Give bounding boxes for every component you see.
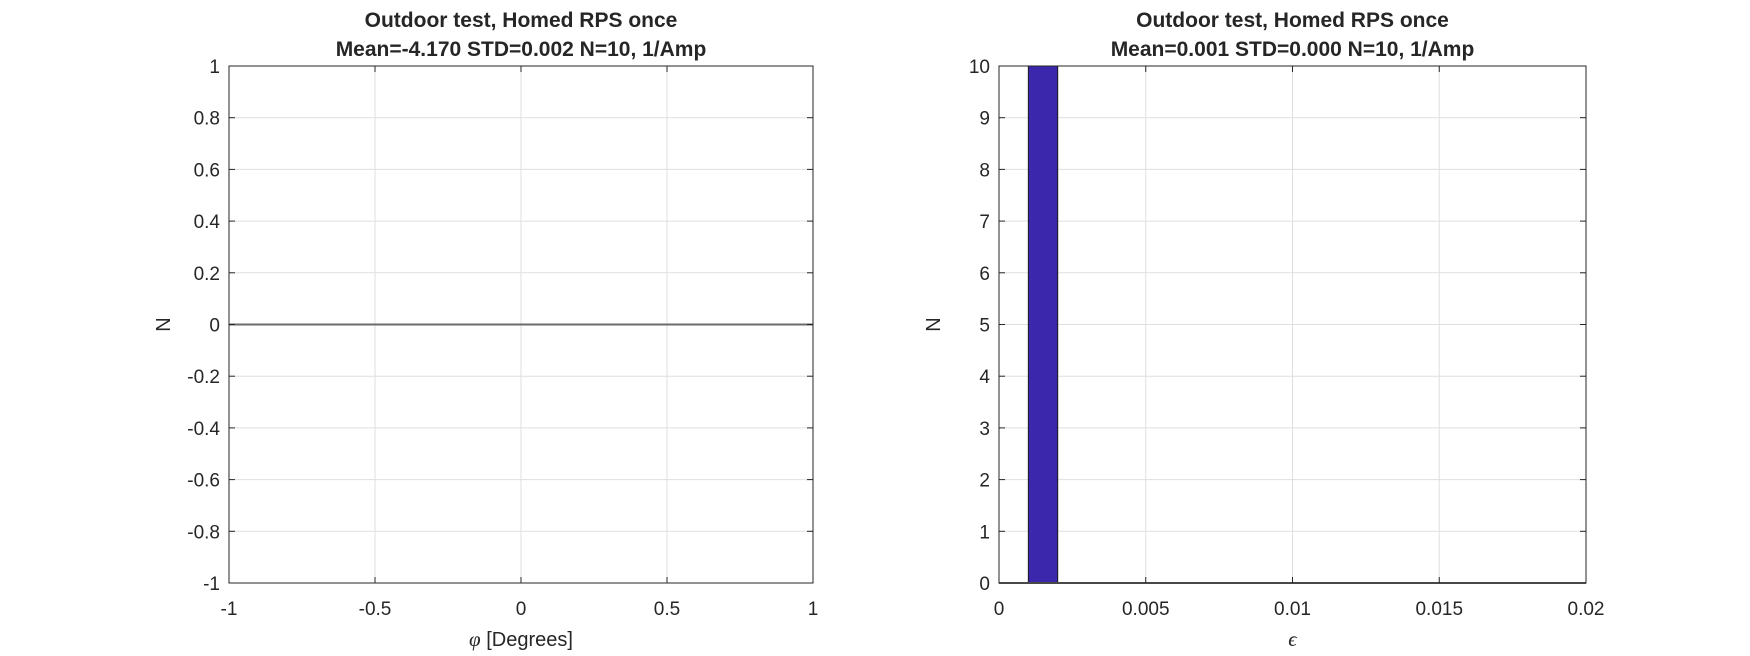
chart-title: Outdoor test, Homed RPS once xyxy=(1136,9,1449,32)
chart-subtitle: Mean=0.001 STD=0.000 N=10, 1/Amp xyxy=(1111,38,1475,61)
x-tick-label: -1 xyxy=(221,599,238,620)
y-tick-label: -1 xyxy=(203,574,220,595)
x-tick-label: -0.5 xyxy=(359,599,392,620)
y-tick-label: 5 xyxy=(979,316,990,337)
y-tick-label: 8 xyxy=(979,160,990,181)
x-tick-label: 0.02 xyxy=(1568,599,1605,620)
x-tick-label: 1 xyxy=(808,599,819,620)
left-histogram-panel: -1 -0.5 0 0.5 1 -1 -0.8 -0.6 -0.4 -0.2 0 0.2 0.4 0.6 0… xyxy=(153,9,818,651)
y-tick-label: 0.2 xyxy=(194,264,220,285)
y-tick-label: 10 xyxy=(969,57,990,78)
y-axis-label: N xyxy=(923,317,945,331)
y-tick-label: 0.6 xyxy=(194,160,220,181)
y-tick-label: 0.4 xyxy=(194,212,221,233)
y-tick-label: 3 xyxy=(979,419,990,440)
y-tick-label: 9 xyxy=(979,109,990,130)
y-tick-label: 7 xyxy=(979,212,990,233)
y-tick-label: 4 xyxy=(979,367,990,388)
x-axis-label: φ [Degrees] xyxy=(469,627,573,651)
y-tick-label: -0.4 xyxy=(187,419,220,440)
histogram-bar xyxy=(1027,65,1059,584)
chart-subtitle: Mean=-4.170 STD=0.002 N=10, 1/Amp xyxy=(336,38,707,61)
x-axis-label: ϵ xyxy=(1288,627,1298,651)
x-tick-label: 0.5 xyxy=(654,599,680,620)
y-tick-label: -0.8 xyxy=(187,522,220,543)
y-axis-label: N xyxy=(153,317,175,331)
y-tick-label: 0 xyxy=(209,316,220,337)
y-tick-label: 2 xyxy=(979,471,990,492)
x-tick-label: 0.01 xyxy=(1274,599,1311,620)
y-tick-label: -0.6 xyxy=(187,471,220,492)
y-tick-label: 1 xyxy=(979,522,990,543)
y-tick-label: -0.2 xyxy=(187,367,220,388)
y-tick-label: 1 xyxy=(209,57,220,78)
x-tick-label: 0.015 xyxy=(1415,599,1463,620)
chart-title: Outdoor test, Homed RPS once xyxy=(365,9,678,32)
y-tick-label: 0 xyxy=(979,574,990,595)
x-tick-label: 0 xyxy=(994,599,1005,620)
right-histogram-panel: 0 0.005 0.01 0.015 0.02 0 1 2 3 4 5 6 7 8 9 10 Outdoor t… xyxy=(923,9,1604,651)
y-tick-label: 0.8 xyxy=(194,109,220,130)
x-tick-label: 0.005 xyxy=(1122,599,1170,620)
y-tick-label: 6 xyxy=(979,264,990,285)
x-tick-label: 0 xyxy=(516,599,527,620)
